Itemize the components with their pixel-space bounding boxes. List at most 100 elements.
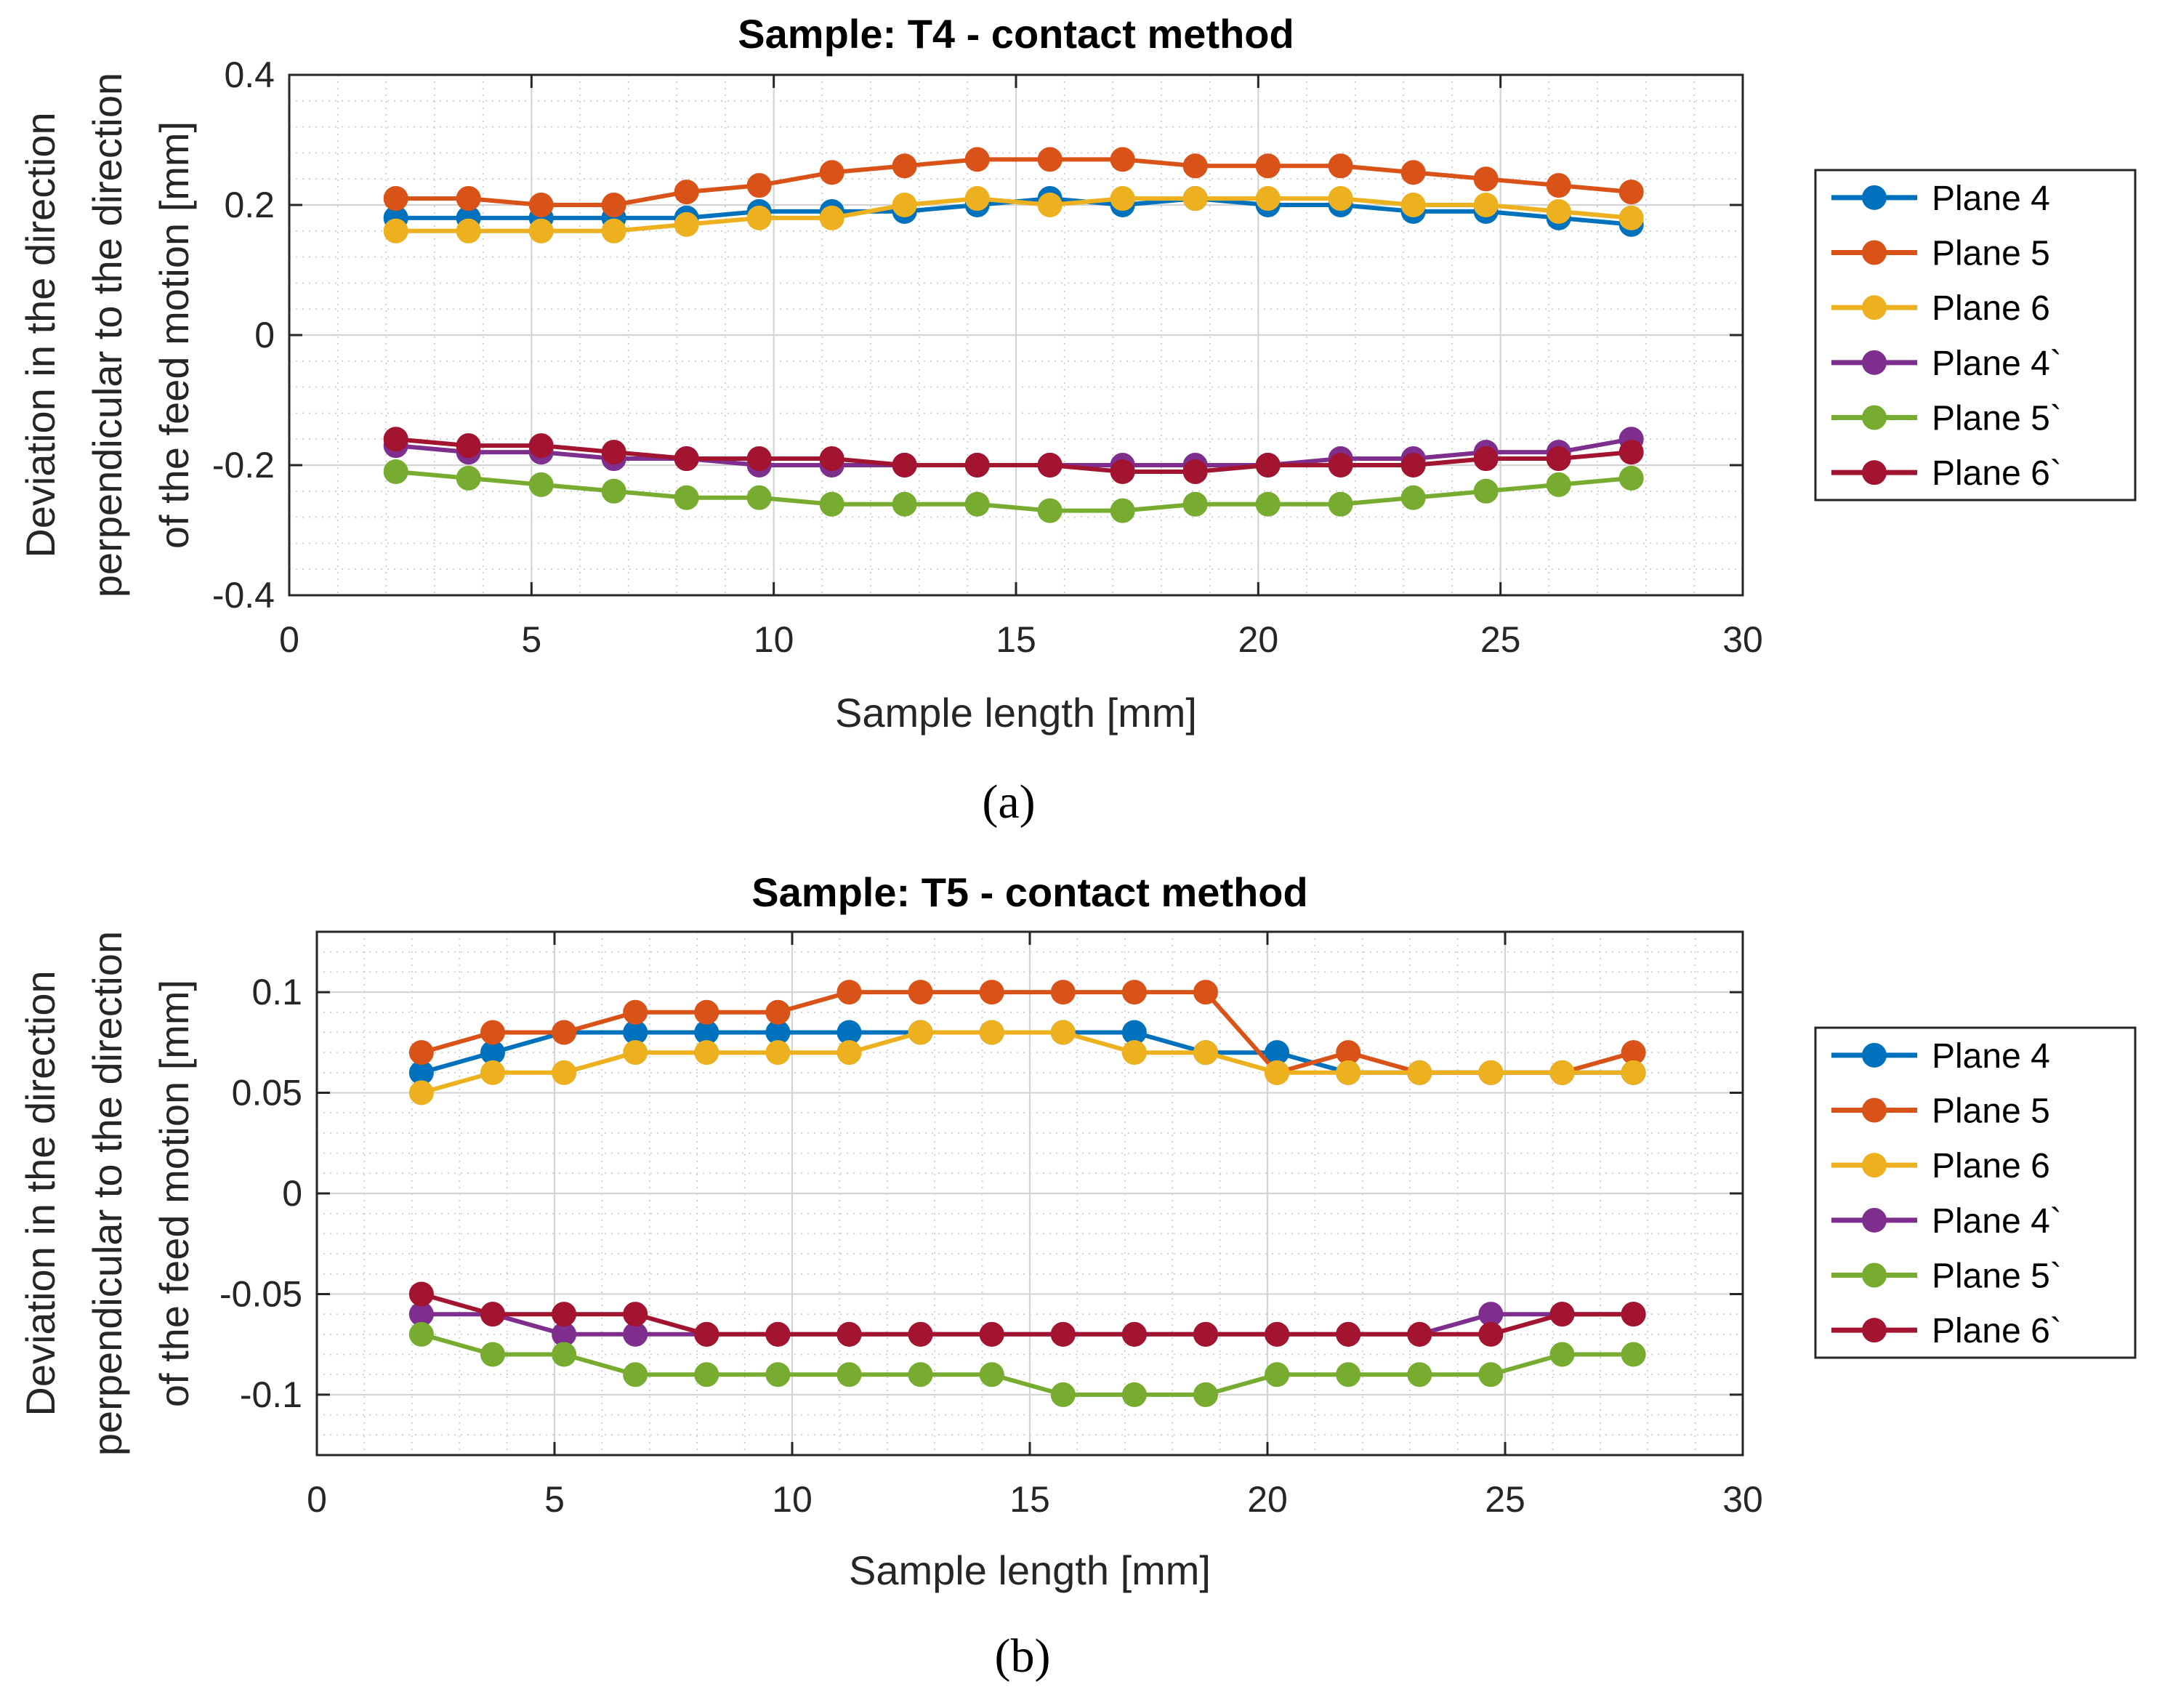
legend-label: Plane 6 — [1932, 1147, 2050, 1185]
data-point — [1265, 1362, 1290, 1387]
legend-item: Plane 5` — [1831, 400, 2062, 438]
series-plane-6 — [383, 186, 1644, 243]
data-point — [1407, 1362, 1432, 1387]
data-point — [1546, 173, 1571, 198]
x-tick-label: 20 — [1238, 619, 1279, 660]
data-point — [1473, 446, 1499, 472]
legend: Plane 4 Plane 5 Plane 6 Plane 4` Plane 5` Pla… — [1814, 1026, 2137, 1359]
data-point — [964, 186, 990, 212]
data-point — [892, 193, 917, 217]
legend: Plane 4 Plane 5 Plane 6 Plane 4` Plane 5` Pla… — [1814, 169, 2137, 501]
y-tick-label: 0.4 — [224, 55, 275, 95]
legend-label: Plane 4 — [1932, 1037, 2050, 1076]
legend-item: Plane 4 — [1831, 180, 2050, 218]
legend-marker — [1862, 405, 1887, 430]
data-point — [1255, 453, 1281, 478]
y-axis-label-line: perpendicular to the direction — [84, 931, 130, 1456]
data-point — [623, 1302, 648, 1327]
data-point — [1121, 1321, 1147, 1347]
legend-item: Plane 6` — [1831, 454, 2062, 493]
x-tick-label: 5 — [544, 1479, 565, 1520]
data-point — [408, 1321, 434, 1347]
data-point — [456, 186, 481, 212]
chart-title: Sample: T5 - contact method — [751, 869, 1307, 915]
legend-label: Plane 5 — [1932, 235, 2050, 273]
legend-box — [1814, 1026, 2137, 1359]
legend-item: Plane 4` — [1831, 1202, 2062, 1241]
data-point — [765, 999, 791, 1025]
x-tick-label: 30 — [1722, 1479, 1763, 1520]
data-point — [552, 1302, 577, 1327]
legend-label: Plane 4` — [1932, 1202, 2062, 1241]
data-point — [528, 472, 554, 497]
series-plane-5-prime — [383, 459, 1644, 523]
panel-label: (b) — [995, 1630, 1051, 1683]
data-point — [552, 1342, 577, 1367]
data-point — [1182, 459, 1208, 484]
y-tick-label: -0.4 — [212, 575, 275, 616]
data-point — [1193, 980, 1218, 1005]
series-plane-5-prime — [408, 1321, 1646, 1407]
legend-item: Plane 4 — [1831, 1037, 2050, 1076]
data-point — [765, 1040, 791, 1066]
data-point — [552, 1020, 577, 1045]
x-tick-label: 25 — [1485, 1479, 1525, 1520]
chart-panel-b: 0 5 10 15 20 25 30 -0.1 -0.05 0 0.05 0.1 Sample: T5 … — [17, 869, 2137, 1683]
data-point — [408, 1080, 434, 1105]
legend-label: Plane 6` — [1932, 1312, 2062, 1350]
x-tick-label: 10 — [754, 619, 794, 660]
data-point — [1400, 453, 1426, 478]
data-point — [746, 205, 772, 230]
data-point — [1050, 1382, 1076, 1407]
legend-label: Plane 6 — [1932, 289, 2050, 328]
y-axis-label-line: of the feed motion [mm] — [151, 980, 197, 1407]
data-point — [1255, 153, 1281, 179]
legend-label: Plane 4` — [1932, 345, 2062, 383]
data-point — [1265, 1321, 1290, 1347]
data-point — [964, 491, 990, 517]
data-point — [1478, 1362, 1504, 1387]
data-point — [1621, 1302, 1646, 1327]
data-point — [1546, 198, 1571, 224]
data-point — [1121, 1382, 1147, 1407]
data-point — [1478, 1321, 1504, 1347]
data-point — [1037, 193, 1063, 217]
data-point — [819, 160, 844, 185]
data-point — [819, 491, 844, 517]
data-point — [836, 980, 862, 1005]
x-tick-label: 20 — [1247, 1479, 1288, 1520]
data-point — [601, 440, 626, 465]
y-axis-label-line: Deviation in the direction — [17, 970, 63, 1416]
x-axis-label: Sample length [mm] — [849, 1547, 1211, 1593]
data-point — [480, 1342, 505, 1367]
data-point — [746, 173, 772, 198]
data-point — [1193, 1040, 1218, 1066]
data-point — [480, 1020, 505, 1045]
data-point — [674, 485, 699, 510]
data-point — [528, 193, 554, 217]
legend-marker — [1862, 240, 1887, 265]
data-point — [1037, 147, 1063, 172]
data-point — [1182, 153, 1208, 179]
data-point — [623, 1040, 648, 1066]
data-point — [836, 1321, 862, 1347]
y-tick-label: -0.2 — [212, 445, 275, 486]
data-point — [694, 999, 719, 1025]
data-point — [408, 1281, 434, 1307]
data-point — [456, 433, 481, 459]
legend-label: Plane 5` — [1932, 1257, 2062, 1296]
data-point — [623, 999, 648, 1025]
data-point — [892, 491, 917, 517]
data-point — [1255, 186, 1281, 212]
data-point — [1255, 491, 1281, 517]
x-axis-label: Sample length [mm] — [835, 690, 1197, 736]
data-point — [1407, 1060, 1432, 1085]
legend-item: Plane 6 — [1831, 1147, 2050, 1185]
legend-box — [1814, 169, 2137, 501]
legend-item: Plane 5 — [1831, 235, 2050, 273]
x-tick-label: 15 — [996, 619, 1036, 660]
x-tick-label: 5 — [521, 619, 541, 660]
data-point — [892, 153, 917, 179]
data-point — [1110, 186, 1135, 212]
data-point — [1110, 459, 1135, 484]
